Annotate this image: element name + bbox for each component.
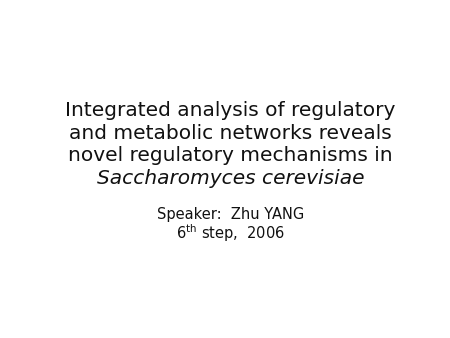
Text: and metabolic networks reveals: and metabolic networks reveals [69, 124, 392, 143]
Text: Saccharomyces cerevisiae: Saccharomyces cerevisiae [97, 169, 365, 188]
Text: Speaker:  Zhu YANG: Speaker: Zhu YANG [157, 208, 304, 222]
Text: Integrated analysis of regulatory: Integrated analysis of regulatory [65, 101, 396, 120]
Text: novel regulatory mechanisms in: novel regulatory mechanisms in [68, 146, 393, 165]
Text: 6$^{\mathregular{th}}$ step,  2006: 6$^{\mathregular{th}}$ step, 2006 [176, 222, 285, 244]
